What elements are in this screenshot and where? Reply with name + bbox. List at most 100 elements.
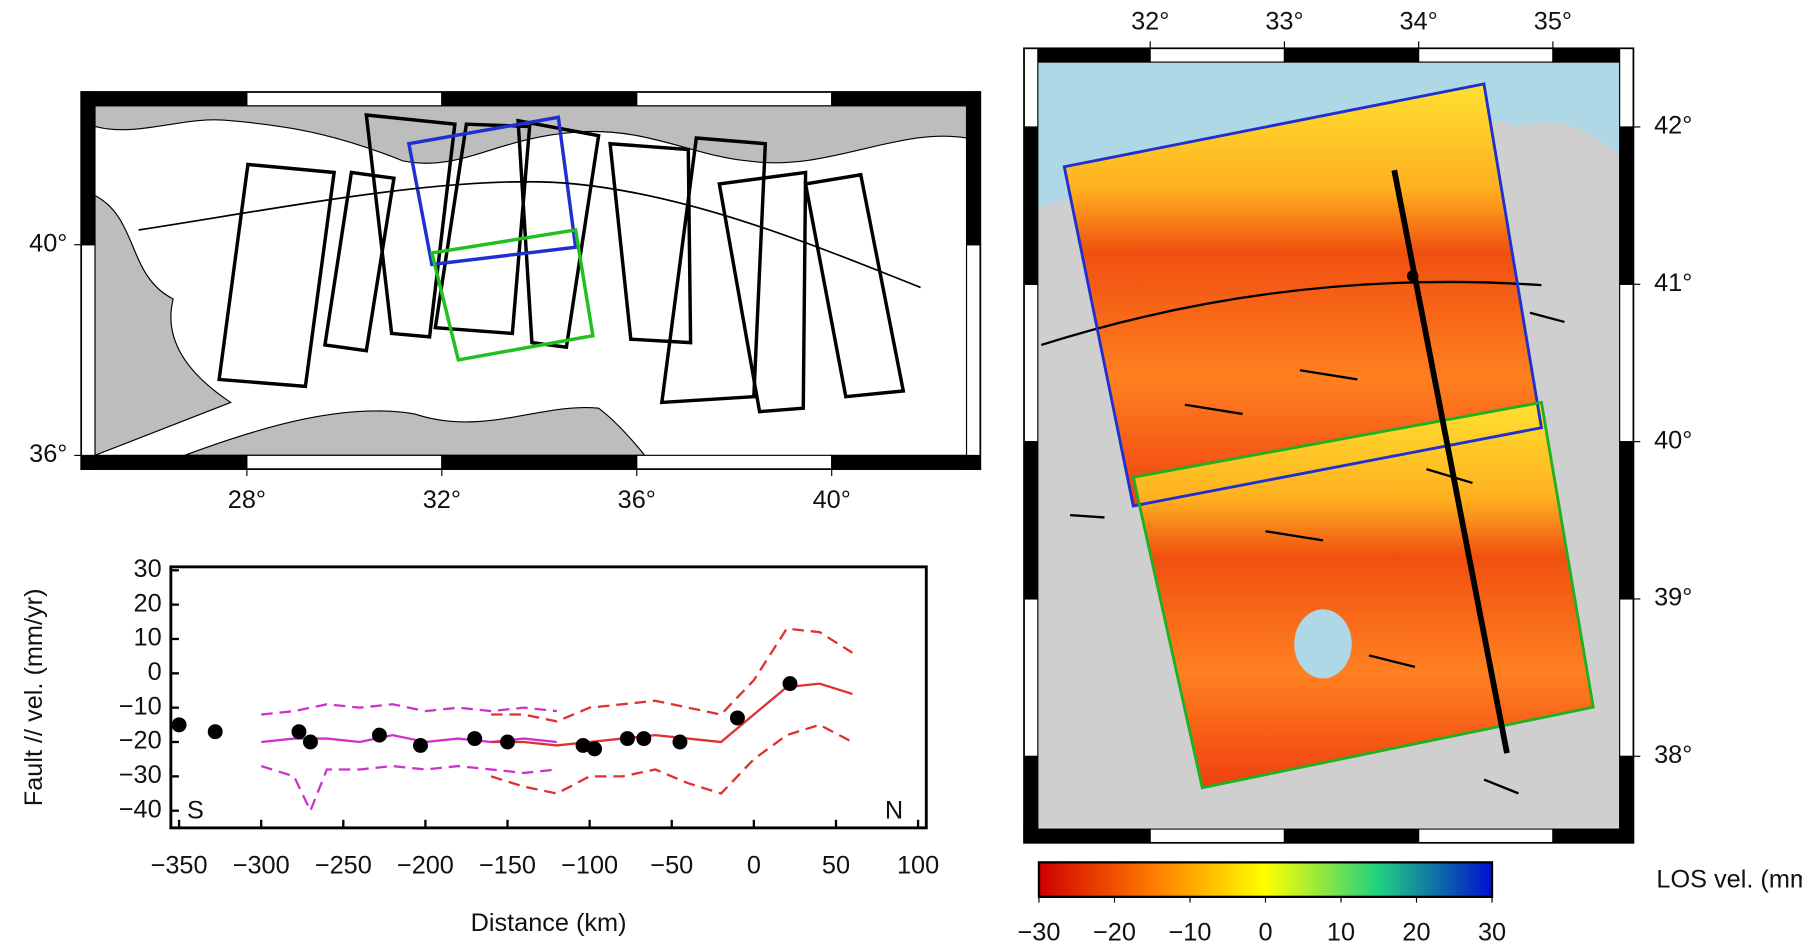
profile-line — [490, 723, 853, 795]
frame-band — [80, 244, 96, 457]
x-tick-label: 50 — [822, 852, 850, 880]
frame-band — [1283, 47, 1420, 63]
y-tick-label: −10 — [119, 692, 162, 720]
x-tick-label: −250 — [315, 852, 372, 880]
frame-band — [1023, 126, 1039, 285]
frame-band — [441, 454, 638, 470]
frame-band — [831, 91, 981, 107]
frame-band — [831, 454, 981, 470]
frame-band — [1619, 47, 1635, 128]
annotation: N — [885, 796, 903, 824]
frame-band — [1023, 828, 1151, 844]
data-point — [619, 731, 635, 747]
data-point — [575, 737, 591, 753]
frame-band — [965, 244, 981, 457]
frame-band — [636, 454, 833, 470]
frame-band — [246, 454, 443, 470]
y-tick-label: 0 — [148, 658, 162, 686]
overview-map — [94, 105, 968, 457]
y-tick-label: 20 — [134, 589, 162, 617]
y-tick-label: −40 — [119, 795, 162, 823]
frame-band — [1619, 441, 1635, 600]
frame-band — [1619, 598, 1635, 757]
colorbar-tick-label: −30 — [1018, 918, 1061, 944]
frame-band — [1619, 283, 1635, 443]
frame-band — [1619, 755, 1635, 844]
frame-band — [1023, 441, 1039, 600]
frame-band — [1023, 283, 1039, 443]
y-tick-label: 42° — [1654, 112, 1692, 140]
colorbar-tick-label: 20 — [1402, 918, 1430, 944]
frame-band — [1149, 47, 1286, 63]
frame-band — [1023, 755, 1039, 844]
frame-band — [965, 454, 981, 470]
frame-band — [1283, 828, 1420, 844]
data-point — [171, 717, 187, 733]
frame-band — [80, 454, 248, 470]
frame-band — [246, 91, 443, 107]
colorbar-tick-label: −10 — [1169, 918, 1212, 944]
x-tick-label: 34° — [1400, 8, 1438, 36]
colorbar — [1037, 861, 1494, 899]
data-point — [467, 731, 483, 747]
frame-band — [1023, 47, 1151, 63]
frame-band — [1418, 828, 1554, 844]
x-tick-label: −100 — [561, 852, 618, 880]
frame-band — [1023, 598, 1039, 757]
annotation: S — [187, 796, 204, 824]
profile-line — [261, 703, 557, 716]
colorbar-tick-label: 0 — [1258, 918, 1272, 944]
profile-line — [491, 682, 853, 747]
x-tick-label: 35° — [1534, 8, 1572, 36]
x-tick-label: 33° — [1265, 8, 1303, 36]
x-tick-label: 28° — [228, 486, 266, 514]
frame-band — [80, 91, 96, 246]
insar-map — [1037, 62, 1620, 828]
frame-band — [1149, 828, 1286, 844]
y-tick-label: −20 — [119, 727, 162, 755]
x-tick-label: 36° — [618, 486, 656, 514]
y-tick-label: 36° — [29, 440, 67, 468]
colorbar-tick-label: −20 — [1093, 918, 1136, 944]
y-axis-label: Fault // vel. (mm/yr) — [20, 589, 48, 807]
x-tick-label: 32° — [423, 486, 461, 514]
x-tick-label: −50 — [650, 852, 693, 880]
data-point — [291, 724, 307, 740]
x-tick-label: −350 — [151, 852, 208, 880]
data-point — [413, 737, 428, 753]
y-tick-label: 30 — [134, 555, 162, 583]
x-tick-label: −150 — [479, 852, 536, 880]
frame-band — [1619, 126, 1635, 285]
x-tick-label: 32° — [1131, 8, 1169, 36]
y-tick-label: 38° — [1654, 741, 1692, 769]
frame-band — [965, 91, 981, 246]
frame-band — [80, 454, 96, 470]
x-tick-label: 40° — [813, 486, 851, 514]
data-point — [207, 724, 223, 740]
frame-band — [80, 91, 248, 107]
frame-band — [1023, 47, 1039, 128]
plot-frame — [169, 565, 928, 830]
data-point — [672, 734, 688, 750]
x-tick-label: −300 — [233, 852, 290, 880]
x-axis-label: Distance (km) — [471, 909, 627, 937]
frame-band — [636, 91, 833, 107]
data-point — [371, 727, 387, 743]
data-point — [636, 731, 652, 747]
profile-line — [491, 627, 854, 723]
y-tick-label: 40° — [1654, 426, 1692, 454]
map-frame — [1023, 47, 1635, 844]
map-frame — [80, 91, 982, 470]
colorbar-label: LOS vel. (mm/yr) — [1656, 865, 1802, 893]
colorbar-tick-label: 30 — [1478, 918, 1506, 944]
colorbar-tick-label: 10 — [1327, 918, 1355, 944]
data-point — [500, 734, 515, 750]
x-tick-label: 0 — [747, 852, 761, 880]
profile-line — [260, 764, 557, 814]
x-tick-label: −200 — [397, 852, 454, 880]
y-tick-label: 41° — [1654, 269, 1692, 297]
y-tick-label: −30 — [119, 761, 162, 789]
data-point — [302, 734, 318, 750]
